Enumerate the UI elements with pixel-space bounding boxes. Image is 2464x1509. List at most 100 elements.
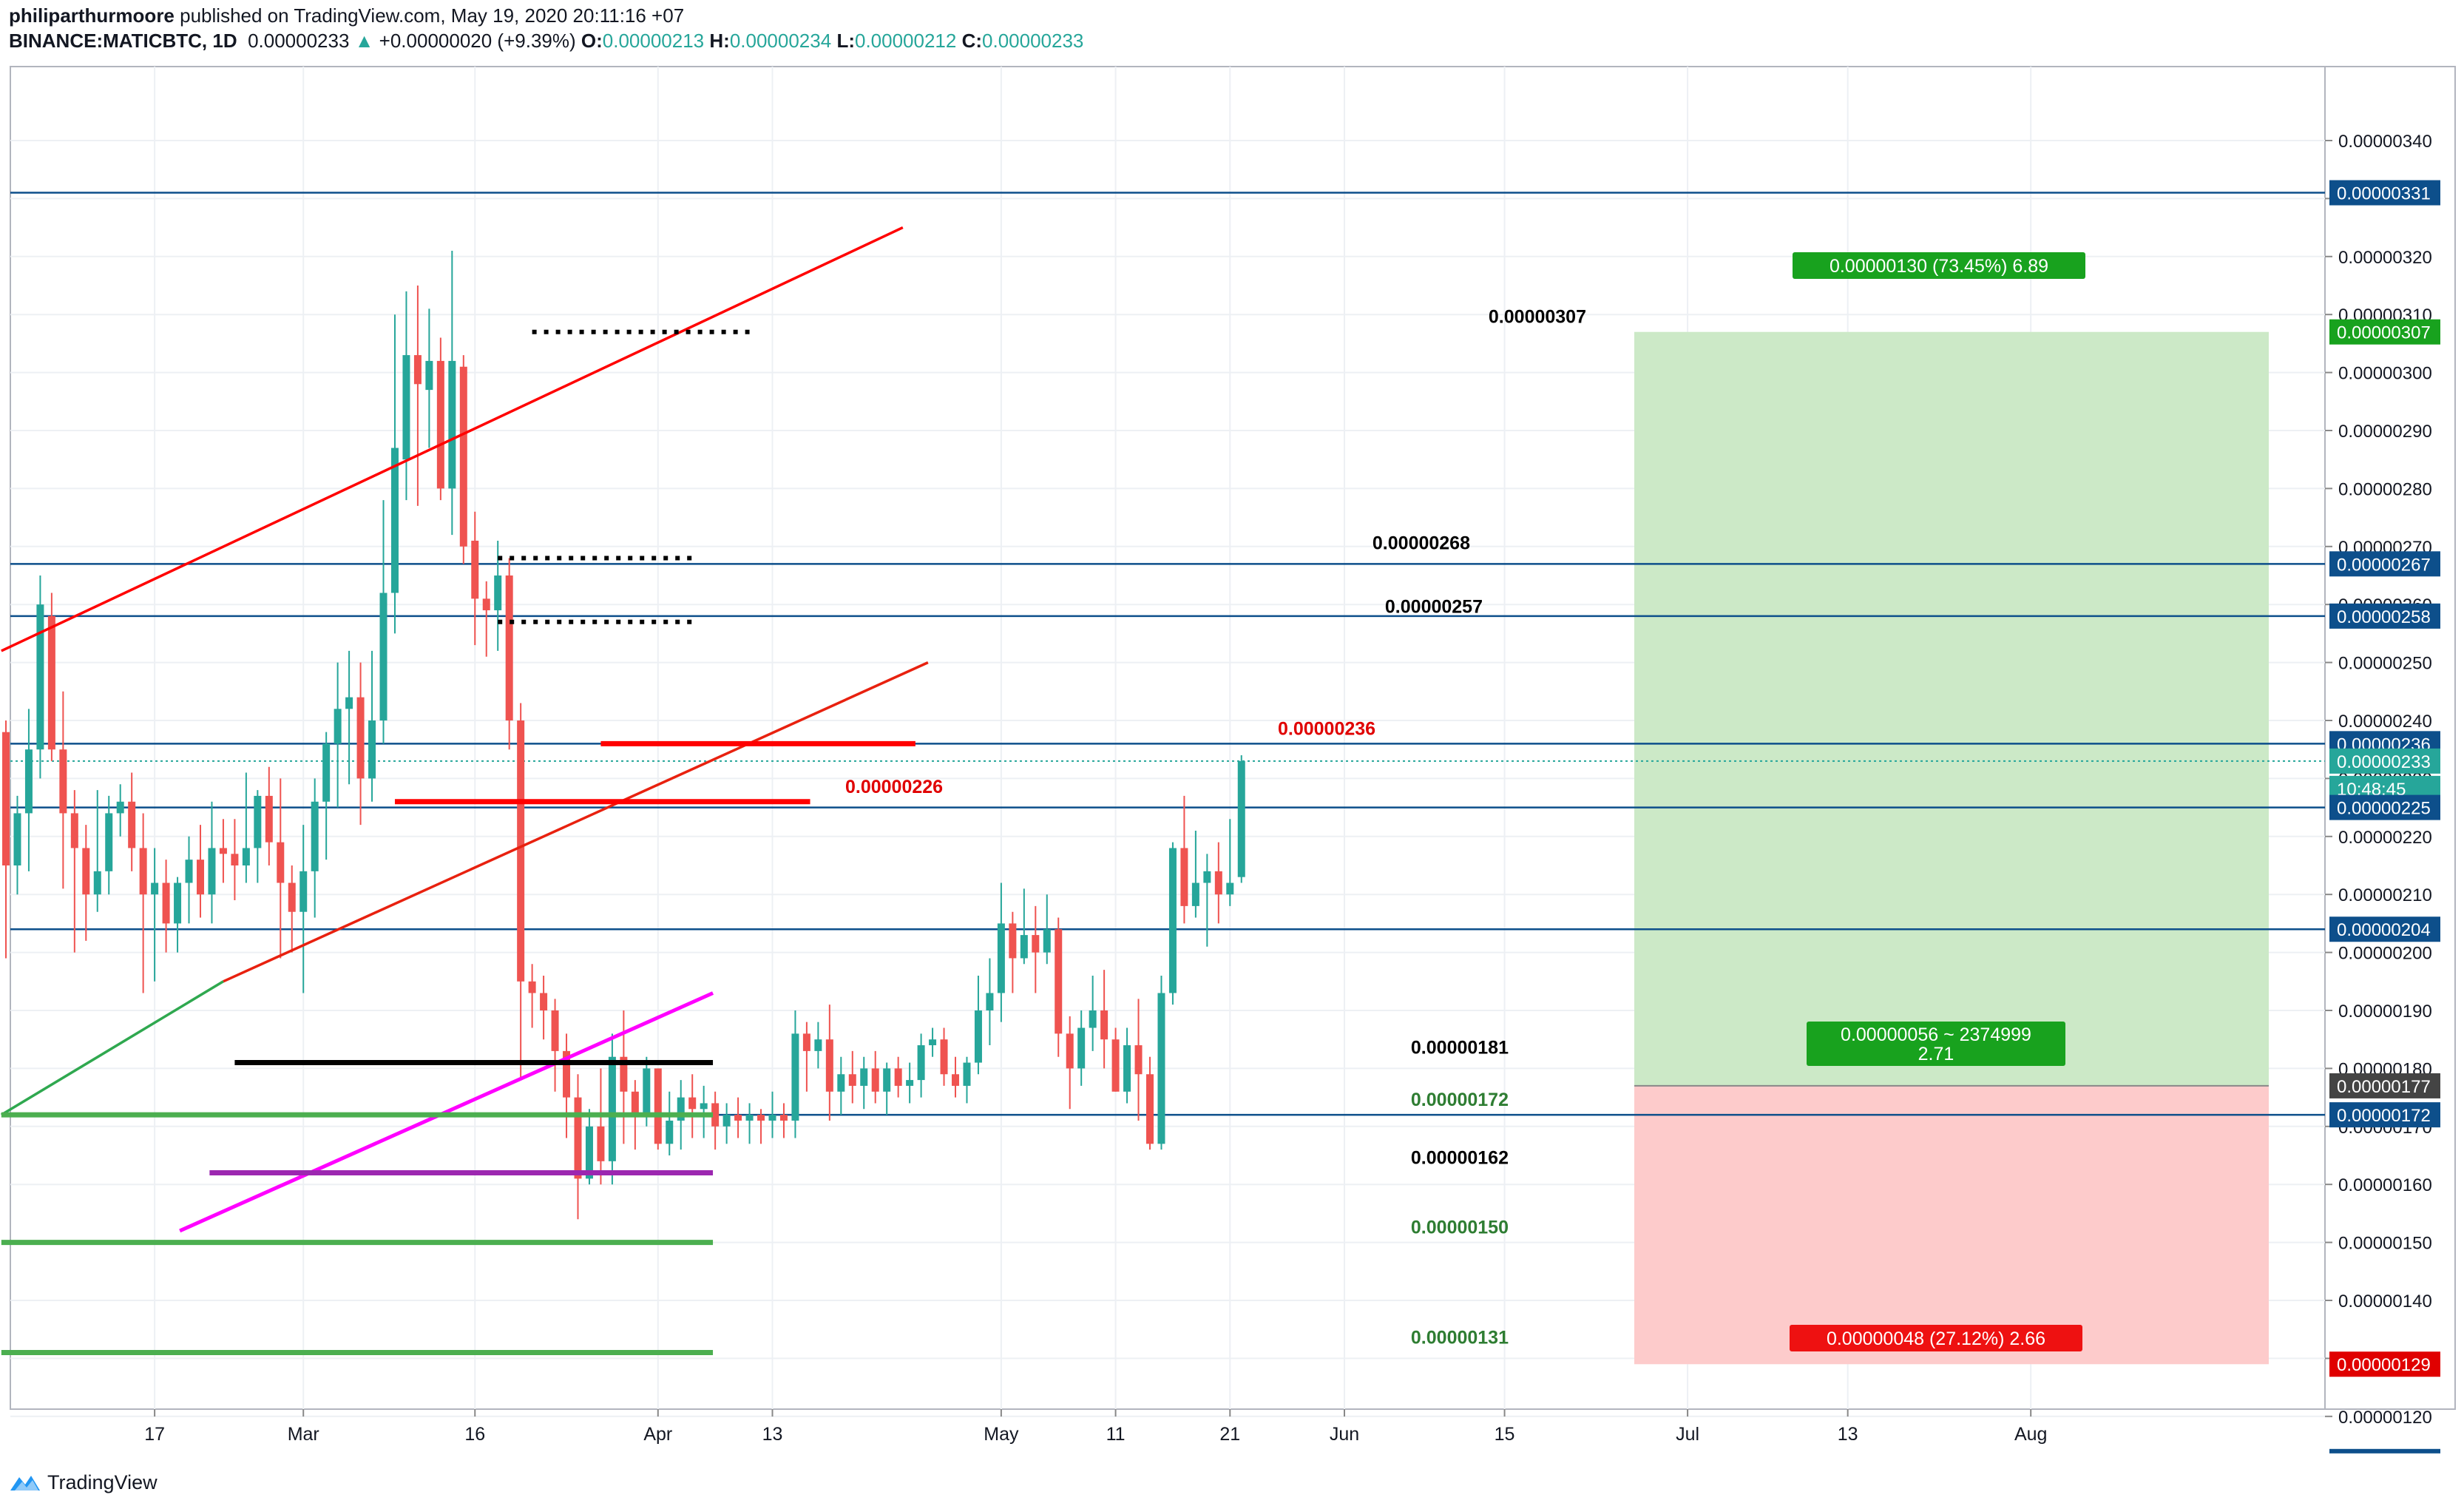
lower-channel-extension bbox=[0, 980, 224, 1116]
candle-down bbox=[59, 749, 67, 814]
candle-down bbox=[413, 355, 422, 385]
candle-down bbox=[825, 1039, 833, 1092]
x-tick-label: 15 bbox=[1495, 1424, 1515, 1445]
candle-down bbox=[505, 575, 513, 720]
candle-up bbox=[1157, 993, 1165, 1144]
candle-up bbox=[986, 993, 994, 1010]
candle-down bbox=[162, 882, 170, 924]
symbol-label[interactable]: BINANCE:MATICBTC, 1D bbox=[9, 30, 237, 52]
author-name[interactable]: philiparthurmoore bbox=[9, 4, 175, 27]
price-badge-text: 0.00000267 bbox=[2337, 555, 2431, 575]
price-chart[interactable]: 0.000003400.000003300.000003200.00000310… bbox=[0, 0, 2464, 1465]
candle-down bbox=[734, 1115, 742, 1121]
candle-up bbox=[1203, 871, 1211, 883]
price-badge bbox=[2329, 1073, 2440, 1098]
candle-up bbox=[185, 860, 193, 883]
candle-down bbox=[517, 720, 525, 982]
candle-down bbox=[1134, 1045, 1143, 1075]
price-badge-text: 0.00000172 bbox=[2337, 1106, 2431, 1126]
candle-up bbox=[1123, 1045, 1131, 1092]
candle-down bbox=[288, 882, 296, 912]
level-label: 0.00000150 bbox=[1411, 1218, 1509, 1238]
candle-down bbox=[1100, 1010, 1109, 1040]
candle-down bbox=[356, 697, 365, 779]
candle-up bbox=[1077, 1027, 1086, 1069]
candle-down bbox=[1214, 871, 1222, 895]
candle-down bbox=[940, 1039, 948, 1075]
up-arrow-icon: ▲ bbox=[354, 30, 374, 52]
price-badge bbox=[2329, 603, 2440, 629]
candle-down bbox=[597, 1126, 605, 1161]
price-badge bbox=[2329, 551, 2440, 577]
x-tick-label: Apr bbox=[643, 1424, 672, 1445]
y-tick-label: 0.00000300 bbox=[2338, 364, 2432, 384]
y-tick-label: 0.00000340 bbox=[2338, 132, 2432, 152]
ohlc-line: BINANCE:MATICBTC, 1D 0.00000233 ▲ +0.000… bbox=[9, 30, 1083, 53]
candle-up bbox=[105, 813, 113, 871]
candle-down bbox=[779, 1115, 788, 1121]
candle-down bbox=[574, 1097, 582, 1179]
candle-down bbox=[231, 854, 239, 865]
x-tick-label: 17 bbox=[144, 1424, 165, 1445]
candle-down bbox=[848, 1074, 856, 1086]
candle-down bbox=[2, 732, 10, 865]
candle-up bbox=[1237, 760, 1245, 877]
level-label: 0.00000236 bbox=[1278, 718, 1375, 739]
price-badge bbox=[2329, 1351, 2440, 1377]
y-tick-label: 0.00000200 bbox=[2338, 944, 2432, 964]
candle-up bbox=[208, 848, 216, 895]
level-label: 0.00000181 bbox=[1411, 1038, 1509, 1059]
price-badge bbox=[2329, 916, 2440, 942]
candle-down bbox=[1146, 1074, 1154, 1144]
tradingview-logo[interactable]: TradingView bbox=[9, 1468, 158, 1497]
candle-down bbox=[82, 848, 90, 895]
x-tick-label: Aug bbox=[2014, 1424, 2047, 1445]
candle-down bbox=[620, 1056, 628, 1092]
candle-up bbox=[299, 871, 308, 912]
open-value: 0.00000213 bbox=[602, 30, 705, 52]
candle-up bbox=[608, 1056, 616, 1161]
candle-up bbox=[585, 1126, 593, 1179]
candle-up bbox=[666, 1120, 674, 1144]
candle-up bbox=[974, 1010, 982, 1063]
candle-up bbox=[448, 360, 456, 489]
candle-up bbox=[425, 360, 433, 391]
level-label: 0.00000226 bbox=[845, 777, 943, 797]
level-label: 0.00000172 bbox=[1411, 1090, 1509, 1110]
candle-down bbox=[952, 1074, 960, 1086]
candle-up bbox=[791, 1033, 799, 1121]
y-tick-label: 0.00000280 bbox=[2338, 479, 2432, 499]
price-badge bbox=[2329, 748, 2440, 774]
price-badge bbox=[2329, 319, 2440, 345]
level-label: 0.00000268 bbox=[1373, 533, 1470, 553]
candle-down bbox=[711, 1103, 720, 1127]
candle-down bbox=[1180, 848, 1188, 906]
candle-down bbox=[459, 366, 467, 547]
candle-up bbox=[837, 1074, 845, 1092]
candle-down bbox=[265, 795, 273, 843]
y-tick-label: 0.00000140 bbox=[2338, 1292, 2432, 1311]
candle-up bbox=[929, 1039, 937, 1046]
y-tick-label: 0.00000290 bbox=[2338, 422, 2432, 442]
price-badge bbox=[2329, 794, 2440, 820]
target-label-text: 0.00000130 (73.45%) 6.89 bbox=[1830, 256, 2048, 277]
last-price: 0.00000233 bbox=[248, 30, 350, 52]
candle-up bbox=[745, 1115, 754, 1121]
candle-up bbox=[1226, 882, 1234, 895]
y-tick-label: 0.00000160 bbox=[2338, 1175, 2432, 1195]
candle-up bbox=[917, 1045, 925, 1081]
x-tick-label: May bbox=[984, 1424, 1019, 1445]
chart-header: philiparthurmoore published on TradingVi… bbox=[0, 0, 2464, 58]
candle-up bbox=[334, 709, 342, 744]
candle-down bbox=[1066, 1033, 1074, 1069]
price-badge-text: 0.00000331 bbox=[2337, 184, 2431, 204]
low-value: 0.00000212 bbox=[854, 30, 957, 52]
close-value: 0.00000233 bbox=[982, 30, 1084, 52]
price-badge-text: 0.00000233 bbox=[2337, 752, 2431, 772]
candle-up bbox=[700, 1103, 708, 1110]
axis-bottom-marker bbox=[2329, 1448, 2440, 1454]
candle-down bbox=[70, 813, 78, 848]
candle-down bbox=[540, 993, 548, 1010]
candle-down bbox=[894, 1068, 902, 1086]
candle-down bbox=[471, 540, 479, 599]
